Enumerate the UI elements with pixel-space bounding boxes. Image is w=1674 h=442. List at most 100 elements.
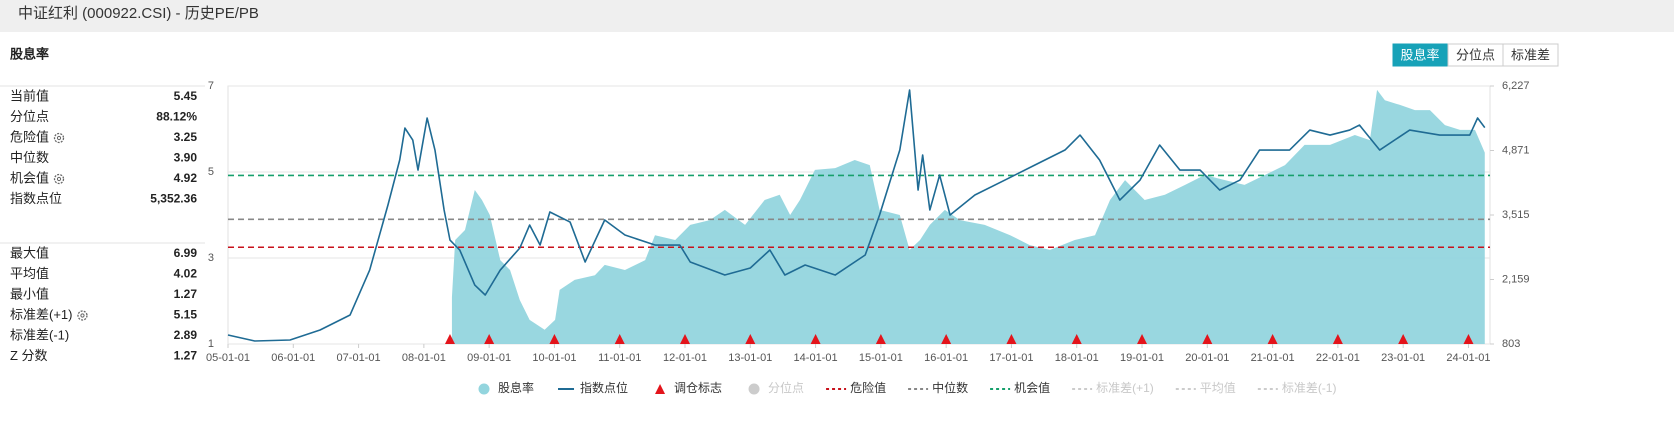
x-tick-label: 21-01-01 [1251, 352, 1295, 364]
gear-icon[interactable] [53, 132, 65, 144]
stat-value: 5.45 [174, 89, 198, 103]
y2-tick-label: 4,871 [1502, 144, 1530, 156]
stat-label: 当前值 [10, 88, 49, 103]
stat-label: 标准差(-1) [10, 327, 69, 342]
stat-label: 中位数 [10, 150, 49, 165]
legend-icon[interactable] [655, 384, 666, 394]
stat-value: 6.99 [174, 246, 198, 260]
page-title: 中证红利 (000922.CSI) - 历史PE/PB [18, 5, 259, 22]
rebalance-marker [810, 334, 821, 344]
stat-value: 5.15 [174, 308, 198, 322]
x-tick-label: 20-01-01 [1185, 352, 1229, 364]
stat-label: Z 分数 [10, 348, 48, 363]
x-tick-label: 12-01-01 [663, 352, 707, 364]
stat-label: 最大值 [10, 245, 49, 260]
legend-label[interactable]: 标准差(-1) [1282, 381, 1337, 395]
rebalance-marker [1398, 334, 1409, 344]
panel-title: 股息率 [10, 46, 49, 61]
x-tick-label: 15-01-01 [859, 352, 903, 364]
rebalance-marker [941, 334, 952, 344]
gear-icon-center[interactable] [56, 176, 62, 182]
rebalance-marker [1463, 334, 1474, 344]
tab-label[interactable]: 标准差 [1511, 47, 1550, 62]
rebalance-marker [1267, 334, 1278, 344]
stat-label: 平均值 [10, 266, 49, 281]
y-tick-label: 1 [208, 338, 214, 350]
stat-label: 机会值 [10, 170, 49, 185]
y2-tick-label: 2,159 [1502, 273, 1530, 285]
x-tick-label: 16-01-01 [924, 352, 968, 364]
legend-label[interactable]: 标准差(+1) [1096, 381, 1154, 395]
x-tick-label: 22-01-01 [1316, 352, 1360, 364]
legend-label[interactable]: 危险值 [850, 380, 886, 395]
y-tick-label: 5 [208, 166, 214, 178]
y-tick-label: 7 [208, 80, 214, 92]
rebalance-marker [1332, 334, 1343, 344]
rebalance-marker [484, 334, 495, 344]
x-tick-label: 07-01-01 [337, 352, 381, 364]
gear-icon[interactable] [53, 173, 65, 185]
stat-label: 最小值 [10, 286, 49, 301]
gear-icon-center[interactable] [56, 135, 62, 141]
rebalance-marker [875, 334, 886, 344]
gear-icon[interactable] [77, 310, 88, 321]
stat-value: 3.90 [174, 151, 198, 165]
line [227, 89, 1486, 342]
legend-icon[interactable] [478, 383, 490, 395]
y-tick-label: 3 [208, 252, 214, 264]
stat-label: 标准差(+1) [10, 307, 72, 322]
area [451, 89, 1485, 345]
stat-value: 5,352.36 [150, 192, 197, 206]
x-tick-label: 13-01-01 [728, 352, 772, 364]
x-tick-label: 17-01-01 [989, 352, 1033, 364]
y2-tick-label: 6,227 [1502, 80, 1530, 92]
legend-label[interactable]: 调仓标志 [674, 381, 722, 395]
tab-button[interactable] [1502, 43, 1559, 67]
legend-label[interactable]: 平均值 [1200, 380, 1236, 395]
x-tick-label: 19-01-01 [1120, 352, 1164, 364]
x-tick-label: 05-01-01 [206, 352, 250, 364]
rebalance-marker [549, 334, 560, 344]
x-tick-label: 06-01-01 [271, 352, 315, 364]
x-tick-label: 09-01-01 [467, 352, 511, 364]
rebalance-marker [1137, 334, 1148, 344]
rebalance-marker [1006, 334, 1017, 344]
legend-label[interactable]: 机会值 [1014, 380, 1050, 395]
stat-value: 88.12% [156, 110, 197, 124]
stat-value: 4.92 [174, 171, 198, 185]
x-tick-label: 18-01-01 [1055, 352, 1099, 364]
header-bar [0, 0, 1674, 32]
y2-tick-label: 3,515 [1502, 209, 1530, 221]
rebalance-marker [614, 334, 625, 344]
gear-icon-center[interactable] [80, 313, 85, 318]
x-tick-label: 10-01-01 [532, 352, 576, 364]
rebalance-marker [444, 334, 455, 344]
tab-label[interactable]: 股息率 [1400, 47, 1439, 62]
legend-label[interactable]: 中位数 [932, 380, 968, 395]
stat-value: 1.27 [174, 287, 198, 301]
rebalance-marker [1071, 334, 1082, 344]
x-tick-label: 14-01-01 [794, 352, 838, 364]
stat-value: 4.02 [174, 267, 198, 281]
tab-label[interactable]: 分位点 [1456, 47, 1495, 62]
legend-icon[interactable] [748, 383, 760, 395]
rebalance-marker [680, 334, 691, 344]
stat-value: 2.89 [174, 328, 198, 342]
x-tick-label: 08-01-01 [402, 352, 446, 364]
rebalance-marker [1202, 334, 1213, 344]
x-tick-label: 24-01-01 [1446, 352, 1490, 364]
rebalance-marker [745, 334, 756, 344]
legend-label[interactable]: 股息率 [498, 380, 534, 395]
y2-tick-label: 803 [1502, 338, 1520, 350]
x-tick-label: 23-01-01 [1381, 352, 1425, 364]
stat-label: 分位点 [10, 109, 49, 124]
legend-label[interactable]: 分位点 [768, 380, 804, 395]
stat-value: 3.25 [174, 130, 198, 144]
x-tick-label: 11-01-01 [598, 352, 641, 364]
legend-label[interactable]: 指数点位 [580, 380, 628, 395]
stat-value: 1.27 [174, 349, 198, 363]
stat-label: 指数点位 [10, 191, 62, 206]
stat-label: 危险值 [10, 129, 49, 144]
tab-button[interactable] [1392, 43, 1448, 67]
